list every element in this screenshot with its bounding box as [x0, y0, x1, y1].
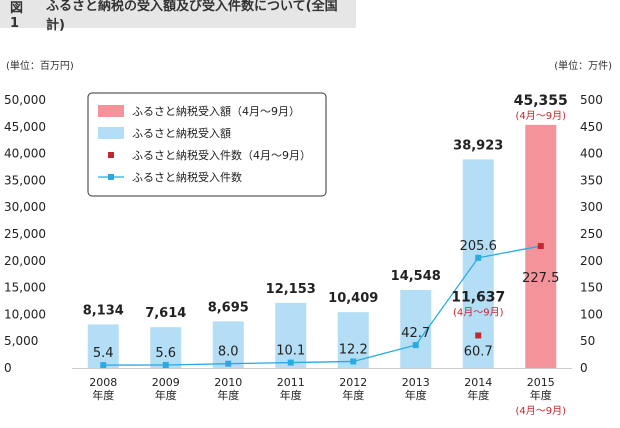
amount-data-label: 10,409 [328, 291, 378, 306]
count-point [100, 362, 107, 369]
right-axis-tick-label: 450 [580, 120, 603, 134]
left-axis-tick-label: 30,000 [4, 200, 46, 214]
x-category-label: 2012 [339, 376, 367, 389]
figure-title-bar: 図1 ふるさと納税の受入額及び受入件数について(全国計) [0, 0, 356, 33]
left-axis-tick-label: 5,000 [4, 334, 38, 348]
right-axis-tick-label: 400 [580, 147, 603, 161]
right-axis-unit: (単位：万件) [554, 61, 612, 72]
right-axis-tick-label: 250 [580, 227, 603, 241]
amount-data-label: 8,134 [83, 303, 124, 318]
count-data-label: 227.5 [522, 271, 559, 286]
bar-amount [87, 324, 119, 368]
amount-apr-sep-data-label: 11,637 [451, 290, 505, 306]
x-category-label: 2015 [527, 376, 555, 389]
amount-data-label: 12,153 [266, 282, 316, 297]
amount-data-label: 8,695 [208, 300, 249, 315]
x-category-label: 2011 [277, 376, 305, 389]
right-axis-tick-label: 50 [580, 334, 595, 348]
x-category-label: 年度 [530, 388, 552, 402]
legend-marker [108, 152, 114, 158]
count-apr-sep-data-label: 60.7 [464, 344, 493, 359]
x-category-label: 2010 [214, 376, 242, 389]
count-data-label: 5.6 [155, 346, 176, 361]
x-category-label: 年度 [92, 388, 114, 402]
x-category-label: 2008 [89, 376, 117, 389]
right-axis-tick-label: 500 [580, 93, 603, 107]
left-axis-tick-label: 20,000 [4, 254, 46, 268]
left-axis-tick-label: 25,000 [4, 227, 46, 241]
right-axis-tick-label: 350 [580, 173, 603, 187]
x-category-label: 年度 [405, 388, 427, 402]
count-data-label: 8.0 [218, 345, 239, 360]
left-axis-tick-label: 10,000 [4, 307, 46, 321]
legend-label: ふるさと納税受入額（4月〜9月） [132, 104, 300, 118]
count-data-label: 12.2 [339, 342, 368, 357]
left-axis-tick-label: 0 [4, 361, 12, 375]
bar-amount [275, 302, 307, 368]
amount-data-label: 14,548 [391, 269, 441, 284]
right-axis-tick-label: 0 [580, 361, 588, 375]
amount-data-label: 7,614 [145, 306, 186, 321]
count-point [162, 361, 169, 368]
x-category-note: (4月〜9月) [515, 405, 566, 417]
count-point [350, 358, 357, 365]
x-category-label: 2009 [152, 376, 180, 389]
count-line [103, 245, 541, 366]
right-axis-tick-label: 100 [580, 307, 603, 321]
right-axis-tick-label: 150 [580, 281, 603, 295]
x-category-label: 年度 [155, 388, 177, 402]
legend-label: ふるさと納税受入件数（4月〜9月） [132, 148, 311, 162]
count-data-label: 42.7 [401, 326, 430, 341]
count-data-label: 10.1 [276, 344, 305, 359]
legend-box [87, 92, 327, 197]
figure-title: ふるさと納税の受入額及び受入件数について(全国計) [46, 0, 338, 33]
amount-apr-sep-note: (4月〜9月) [453, 307, 504, 319]
x-category-label: 年度 [467, 388, 489, 402]
x-category-label: 年度 [280, 388, 302, 402]
amount-apr-sep-note: (4月〜9月) [515, 110, 566, 122]
legend-label: ふるさと納税受入件数 [132, 170, 242, 184]
bar-amount [212, 321, 244, 368]
x-category-label: 2013 [402, 376, 430, 389]
count-data-label: 5.4 [93, 346, 114, 361]
count-point [412, 342, 419, 349]
left-axis-tick-label: 50,000 [4, 93, 46, 107]
right-axis-tick-label: 200 [580, 254, 603, 268]
amount-data-label: 38,923 [453, 138, 503, 153]
right-axis-tick-label: 300 [580, 200, 603, 214]
left-axis-tick-label: 40,000 [4, 147, 46, 161]
legend-label: ふるさと納税受入額 [132, 126, 231, 140]
count-apr-sep-point [475, 332, 482, 339]
x-category-label: 年度 [217, 388, 239, 402]
legend-swatch [98, 127, 124, 139]
left-axis-unit: (単位：百万円) [6, 61, 74, 72]
x-category-label: 年度 [342, 388, 364, 402]
left-axis-tick-label: 15,000 [4, 281, 46, 295]
count-point [225, 360, 232, 367]
figure-label: 図1 [10, 1, 24, 31]
count-point [287, 359, 294, 366]
count-point [475, 254, 482, 261]
amount-apr-sep-data-label: 45,355 [514, 93, 568, 109]
legend-marker [108, 174, 114, 180]
left-axis-tick-label: 45,000 [4, 120, 46, 134]
x-category-label: 2014 [464, 376, 492, 389]
bar-amount [150, 327, 182, 368]
count-data-label: 205.6 [460, 239, 497, 254]
count-apr-sep-point [537, 243, 544, 250]
left-axis-tick-label: 35,000 [4, 173, 46, 187]
legend-swatch [98, 105, 124, 117]
bar-amount [400, 290, 432, 368]
